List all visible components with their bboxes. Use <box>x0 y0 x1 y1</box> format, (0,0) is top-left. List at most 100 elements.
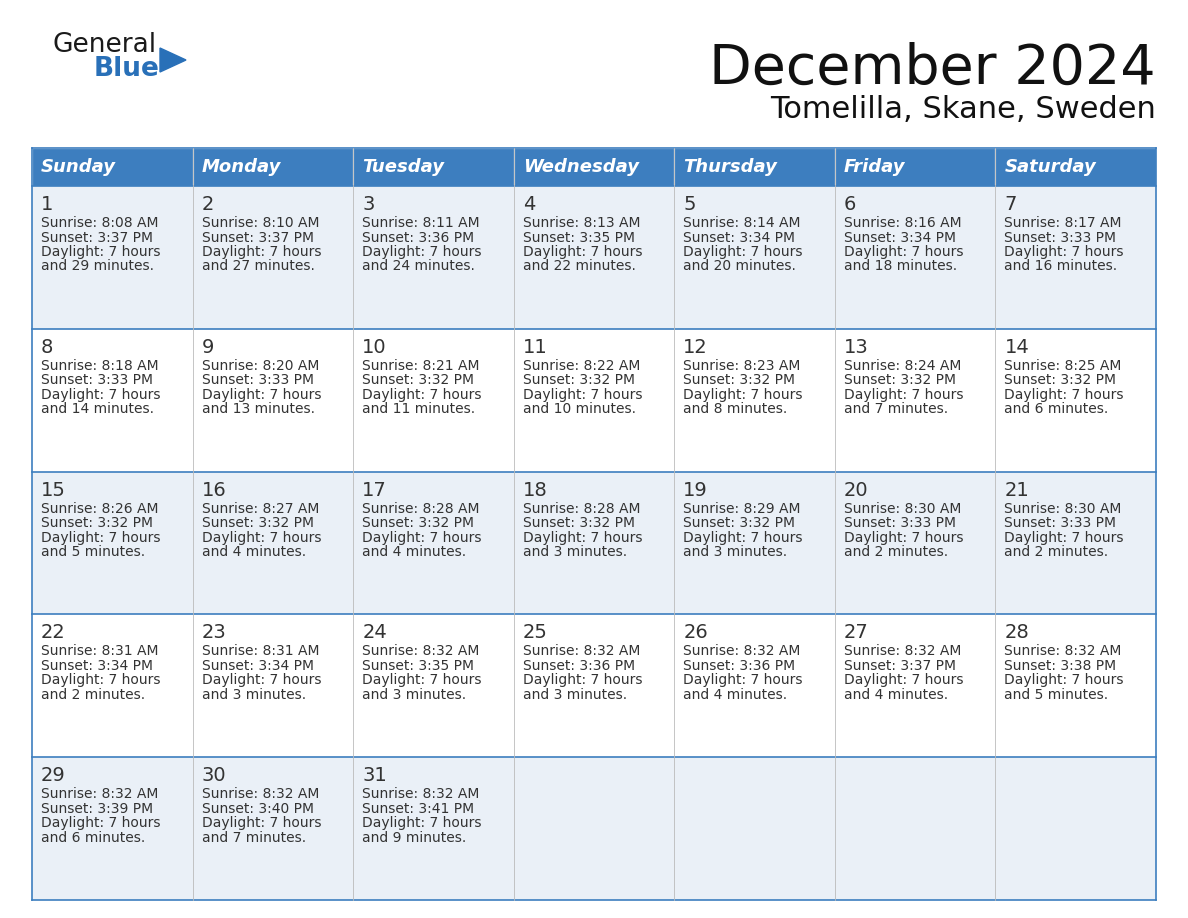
Text: and 7 minutes.: and 7 minutes. <box>202 831 305 845</box>
Text: Sunset: 3:39 PM: Sunset: 3:39 PM <box>42 801 153 816</box>
Bar <box>32 757 1156 900</box>
Text: Sunrise: 8:32 AM: Sunrise: 8:32 AM <box>362 788 480 801</box>
Text: 6: 6 <box>843 195 857 214</box>
Text: Thursday: Thursday <box>683 158 777 176</box>
Text: and 9 minutes.: and 9 minutes. <box>362 831 467 845</box>
Text: December 2024: December 2024 <box>709 42 1156 96</box>
Text: 18: 18 <box>523 481 548 499</box>
Text: Sunrise: 8:30 AM: Sunrise: 8:30 AM <box>843 501 961 516</box>
Text: 26: 26 <box>683 623 708 643</box>
Bar <box>32 329 1156 472</box>
Text: Daylight: 7 hours: Daylight: 7 hours <box>42 531 160 544</box>
Text: Sunset: 3:33 PM: Sunset: 3:33 PM <box>1004 516 1117 530</box>
Text: and 7 minutes.: and 7 minutes. <box>843 402 948 416</box>
Text: and 10 minutes.: and 10 minutes. <box>523 402 636 416</box>
Text: Sunset: 3:32 PM: Sunset: 3:32 PM <box>843 374 956 387</box>
Text: Sunrise: 8:14 AM: Sunrise: 8:14 AM <box>683 216 801 230</box>
Text: Daylight: 7 hours: Daylight: 7 hours <box>202 674 321 688</box>
Text: and 6 minutes.: and 6 minutes. <box>1004 402 1108 416</box>
Text: Tomelilla, Skane, Sweden: Tomelilla, Skane, Sweden <box>770 95 1156 124</box>
Text: Sunset: 3:36 PM: Sunset: 3:36 PM <box>523 659 634 673</box>
Text: 5: 5 <box>683 195 696 214</box>
Text: and 2 minutes.: and 2 minutes. <box>843 545 948 559</box>
Text: Sunrise: 8:32 AM: Sunrise: 8:32 AM <box>1004 644 1121 658</box>
Text: 28: 28 <box>1004 623 1029 643</box>
Bar <box>675 148 835 186</box>
Text: Daylight: 7 hours: Daylight: 7 hours <box>202 531 321 544</box>
Text: Sunrise: 8:32 AM: Sunrise: 8:32 AM <box>202 788 318 801</box>
Text: 3: 3 <box>362 195 374 214</box>
Text: and 29 minutes.: and 29 minutes. <box>42 260 154 274</box>
Text: Sunrise: 8:28 AM: Sunrise: 8:28 AM <box>523 501 640 516</box>
Text: Saturday: Saturday <box>1004 158 1097 176</box>
Text: Sunrise: 8:11 AM: Sunrise: 8:11 AM <box>362 216 480 230</box>
Text: Sunset: 3:32 PM: Sunset: 3:32 PM <box>362 516 474 530</box>
Text: 25: 25 <box>523 623 548 643</box>
Text: and 24 minutes.: and 24 minutes. <box>362 260 475 274</box>
Text: 10: 10 <box>362 338 387 357</box>
Text: Sunset: 3:34 PM: Sunset: 3:34 PM <box>683 230 795 244</box>
Bar <box>835 148 996 186</box>
Text: Daylight: 7 hours: Daylight: 7 hours <box>1004 245 1124 259</box>
Text: Friday: Friday <box>843 158 905 176</box>
Text: Sunrise: 8:32 AM: Sunrise: 8:32 AM <box>843 644 961 658</box>
Text: and 13 minutes.: and 13 minutes. <box>202 402 315 416</box>
Bar <box>32 148 192 186</box>
Text: Daylight: 7 hours: Daylight: 7 hours <box>843 674 963 688</box>
Text: Sunrise: 8:32 AM: Sunrise: 8:32 AM <box>683 644 801 658</box>
Text: and 20 minutes.: and 20 minutes. <box>683 260 796 274</box>
Text: Daylight: 7 hours: Daylight: 7 hours <box>362 531 481 544</box>
Bar <box>32 614 1156 757</box>
Text: Sunset: 3:37 PM: Sunset: 3:37 PM <box>42 230 153 244</box>
Text: 15: 15 <box>42 481 65 499</box>
Text: Daylight: 7 hours: Daylight: 7 hours <box>523 531 643 544</box>
Text: 14: 14 <box>1004 338 1029 357</box>
Text: Sunset: 3:33 PM: Sunset: 3:33 PM <box>843 516 956 530</box>
Text: General: General <box>52 32 156 58</box>
Text: Daylight: 7 hours: Daylight: 7 hours <box>362 245 481 259</box>
Text: 29: 29 <box>42 767 65 785</box>
Bar <box>32 472 1156 614</box>
Text: and 11 minutes.: and 11 minutes. <box>362 402 475 416</box>
Text: 30: 30 <box>202 767 226 785</box>
Text: Daylight: 7 hours: Daylight: 7 hours <box>1004 387 1124 402</box>
Text: and 18 minutes.: and 18 minutes. <box>843 260 958 274</box>
Text: Daylight: 7 hours: Daylight: 7 hours <box>202 245 321 259</box>
Text: and 16 minutes.: and 16 minutes. <box>1004 260 1118 274</box>
Text: Sunrise: 8:29 AM: Sunrise: 8:29 AM <box>683 501 801 516</box>
Text: Sunday: Sunday <box>42 158 116 176</box>
Text: Daylight: 7 hours: Daylight: 7 hours <box>362 816 481 830</box>
Text: Daylight: 7 hours: Daylight: 7 hours <box>843 245 963 259</box>
Text: Sunset: 3:32 PM: Sunset: 3:32 PM <box>683 516 795 530</box>
Text: Monday: Monday <box>202 158 280 176</box>
Text: Sunrise: 8:16 AM: Sunrise: 8:16 AM <box>843 216 961 230</box>
Text: Sunset: 3:32 PM: Sunset: 3:32 PM <box>42 516 153 530</box>
Text: Sunset: 3:34 PM: Sunset: 3:34 PM <box>42 659 153 673</box>
Text: 2: 2 <box>202 195 214 214</box>
Text: Sunrise: 8:13 AM: Sunrise: 8:13 AM <box>523 216 640 230</box>
Text: Sunset: 3:36 PM: Sunset: 3:36 PM <box>362 230 474 244</box>
Text: 7: 7 <box>1004 195 1017 214</box>
Text: 16: 16 <box>202 481 227 499</box>
Text: Daylight: 7 hours: Daylight: 7 hours <box>683 387 803 402</box>
Text: Daylight: 7 hours: Daylight: 7 hours <box>42 674 160 688</box>
Text: and 4 minutes.: and 4 minutes. <box>843 688 948 702</box>
Text: Daylight: 7 hours: Daylight: 7 hours <box>362 387 481 402</box>
Text: and 5 minutes.: and 5 minutes. <box>42 545 145 559</box>
Text: and 22 minutes.: and 22 minutes. <box>523 260 636 274</box>
Text: and 3 minutes.: and 3 minutes. <box>362 688 466 702</box>
Text: Daylight: 7 hours: Daylight: 7 hours <box>1004 531 1124 544</box>
Text: Daylight: 7 hours: Daylight: 7 hours <box>843 387 963 402</box>
Text: 22: 22 <box>42 623 65 643</box>
Text: Sunset: 3:33 PM: Sunset: 3:33 PM <box>1004 230 1117 244</box>
Text: Sunset: 3:32 PM: Sunset: 3:32 PM <box>1004 374 1117 387</box>
Text: 13: 13 <box>843 338 868 357</box>
Text: and 3 minutes.: and 3 minutes. <box>202 688 305 702</box>
Text: Sunset: 3:32 PM: Sunset: 3:32 PM <box>683 374 795 387</box>
Text: Daylight: 7 hours: Daylight: 7 hours <box>683 245 803 259</box>
Text: Daylight: 7 hours: Daylight: 7 hours <box>683 531 803 544</box>
Polygon shape <box>160 48 187 72</box>
Text: and 4 minutes.: and 4 minutes. <box>202 545 305 559</box>
Bar <box>192 148 353 186</box>
Text: Sunrise: 8:27 AM: Sunrise: 8:27 AM <box>202 501 318 516</box>
